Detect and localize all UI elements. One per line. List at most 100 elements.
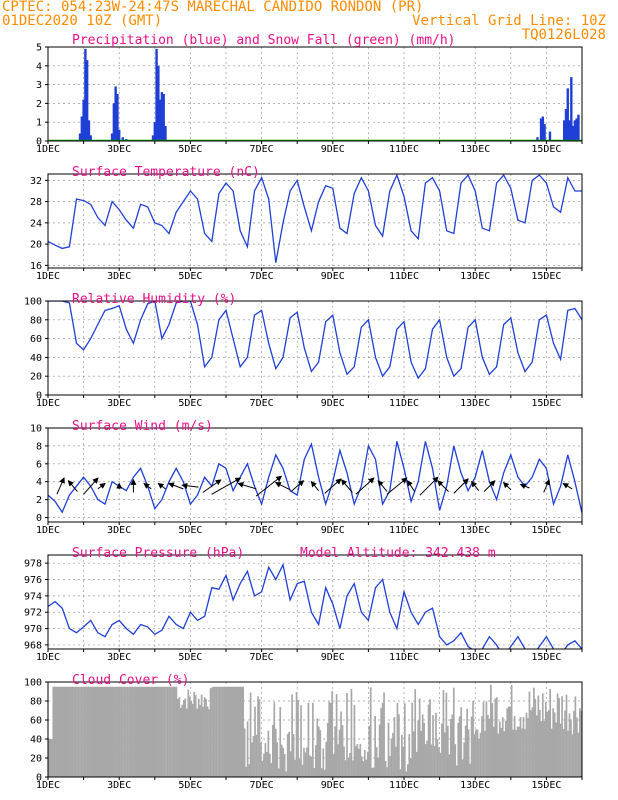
precip-bar [164,125,167,141]
cloud-bar [389,756,391,777]
wind-arrow [324,478,342,494]
y-tick-label: 24 [30,218,42,229]
y-tick-label: 972 [24,608,42,619]
cloud-bar [571,734,574,777]
cloud-bar [122,686,124,777]
cloud-bar [334,726,336,777]
cloud-bar [185,708,188,777]
cloud-bar [304,752,307,777]
cloud-bar [125,686,127,777]
wind-arrow [56,477,65,495]
y-tick-label: 978 [24,559,42,570]
x-tick-label: 13DEC [460,144,490,155]
cloud-bar [243,728,246,777]
precip-title: Precipitation (blue) and Snow Fall (gree… [72,33,456,48]
cloud-bar [432,715,434,777]
x-tick-label: 5DEC [178,271,202,282]
cloud-bar [504,720,507,777]
cloud-bar [187,689,190,777]
y-tick-label: 100 [24,678,42,689]
cloud-bar [350,688,353,777]
y-tick-label: 60 [30,716,42,727]
cloud-bar [464,725,467,777]
cloud-bar [48,739,50,777]
cloud-bar [214,686,216,777]
cloud-bar [240,686,243,777]
cloud-bar [292,734,295,777]
cloud-bar [461,759,464,777]
cloud-bar [485,701,488,777]
cloud-bar [366,751,369,777]
cloud-bar [455,765,458,777]
cloud-bar [323,769,326,777]
precip-bar [564,109,568,141]
cloud-bar [230,686,233,777]
cloud-bar [58,686,61,777]
cloud-bar [138,686,141,777]
precip-bar [155,48,158,141]
cloud-bar [99,686,102,777]
cloud-panel: 0 20 40 60 80 100 1DEC 3DEC 5DEC 7DEC 9DEC 11DEC 13D… [24,673,583,791]
cloud-bar [217,686,219,777]
cloud-bar [544,702,547,777]
y-tick-label: 20 [30,240,42,251]
cloud-bar [205,698,207,777]
cloud-bar [484,730,486,777]
wind-arrow [83,477,99,495]
cloud-bar [62,686,65,777]
cloud-bar [211,687,213,777]
cloud-bar [104,686,107,777]
precip-bar [566,88,569,141]
model-altitude: Model Altitude: 342.438 m [300,546,496,561]
wind-arrow [355,477,375,495]
cloud-bar [188,696,191,777]
cloud-bar [181,704,184,777]
cloud-bar [328,701,331,777]
cloud-bar [74,686,77,777]
wind-line [48,441,582,514]
cloud-bar [488,718,491,777]
x-tick-label: 9DEC [321,271,345,282]
cloud-bar [369,687,372,777]
cloud-bar [466,708,468,777]
x-tick-label: 7DEC [250,271,274,282]
cloud-bar [285,771,288,777]
cloud-bar [519,717,522,777]
cloud-bar [359,743,362,777]
cloud-bar [128,686,130,777]
cloud-bar [82,686,84,777]
cloud-bar [475,729,477,777]
cloud-bar [368,725,371,777]
wind-arrow [437,480,449,492]
x-tick-label: 5DEC [178,780,202,791]
cloud-bar [315,745,317,777]
cloud-bar [527,717,529,777]
cloud-bar [55,686,58,777]
precip-bar [539,118,543,141]
cloud-bar [313,768,316,777]
wind-title: Surface Wind (m/s) [72,419,213,434]
cloud-bar [151,686,154,777]
cloud-bar [77,686,80,777]
wind-arrow [97,482,106,490]
cloud-bar [448,754,451,777]
cloud-bar [349,752,351,777]
cloud-bar [372,767,375,777]
precip-bar [571,125,575,141]
cloud-bar [237,686,240,777]
cloud-bar [451,714,454,777]
x-tick-label: 1DEC [36,398,60,409]
wind-frame [47,427,583,523]
x-tick-label: 7DEC [250,525,274,536]
cloud-bar [245,766,247,777]
cloud-bar [513,715,516,777]
precip-bar [110,133,114,141]
cloud-bar [341,725,344,777]
cloud-bar [95,686,98,777]
precip-bar [541,116,545,141]
cloud-bar [559,723,562,777]
cloud-bar [540,721,543,777]
precip-bar [157,65,160,141]
cloud-bar [269,753,271,777]
